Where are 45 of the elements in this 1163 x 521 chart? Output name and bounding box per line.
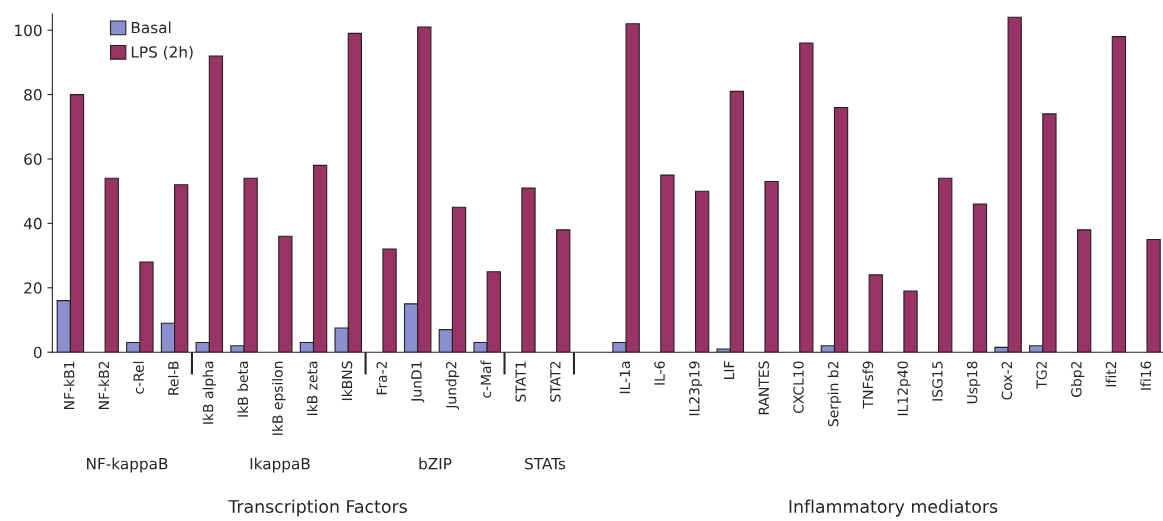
x-tick-label: IkBNS (341, 361, 353, 401)
x-tick-label: RANTES (758, 361, 770, 415)
x-tick-label: IL-6 (654, 361, 665, 385)
x-tick-label: LIF (723, 361, 735, 379)
x-tick-label: CXCL10 (793, 361, 804, 414)
x-tick-label: IL23p19 (689, 361, 703, 416)
text: Inflammatory mediators (789, 499, 998, 517)
y-tick-label: 60 (24, 153, 42, 165)
x-tick-label: c-Rel (133, 361, 144, 394)
text: Transcription Factors (228, 499, 407, 517)
text: bZIP (419, 457, 452, 470)
y-tick-label: 80 (24, 89, 42, 101)
x-tick-label: TG2 (1036, 361, 1047, 389)
x-tick-label: ISG15 (932, 361, 943, 401)
x-tick-label: Ifit2 (1105, 361, 1117, 387)
legend-label: LPS (2h) (131, 45, 193, 60)
x-tick-label: Jundp2 (445, 361, 460, 410)
text: IkappaB (250, 457, 310, 473)
y-tick-label: 20 (24, 282, 42, 294)
x-tick-label: c-Maf (480, 360, 492, 398)
text: STATs (525, 457, 566, 470)
x-tick-label: IkB alpha (202, 361, 217, 424)
y-tick-label: 40 (23, 217, 42, 230)
x-tick-label: NF-kB1 (63, 361, 75, 409)
x-tick-label: Ifi16 (1140, 361, 1152, 390)
x-tick-label: Rel-B (167, 361, 179, 395)
x-tick-label: NF-kB2 (98, 361, 109, 409)
x-tick-label: Cox-2 (1001, 361, 1013, 400)
y-tick-label: 100 (15, 24, 42, 37)
text: NF-kappaB (87, 457, 168, 473)
x-tick-label: STAT2 (550, 361, 561, 402)
x-tick-label: Usp18 (966, 361, 981, 404)
x-tick-label: IL12p40 (897, 361, 911, 416)
x-tick-label: Gbp2 (1070, 361, 1085, 397)
y-tick-label: 0 (33, 346, 42, 359)
x-tick-label: IkB epsilon (272, 361, 286, 435)
x-tick-label: IL-1a (619, 361, 631, 394)
x-tick-label: Fra-2 (376, 361, 387, 395)
x-tick-label: STAT1 (515, 361, 526, 402)
x-tick-label: TNFsf9 (862, 361, 874, 409)
x-tick-label: JunD1 (411, 361, 425, 403)
legend-label: Basal (131, 21, 171, 34)
x-tick-label: Serpin b2 (827, 361, 842, 427)
x-tick-label: IkB zeta (306, 361, 318, 416)
x-tick-label: IkB beta (237, 361, 249, 417)
